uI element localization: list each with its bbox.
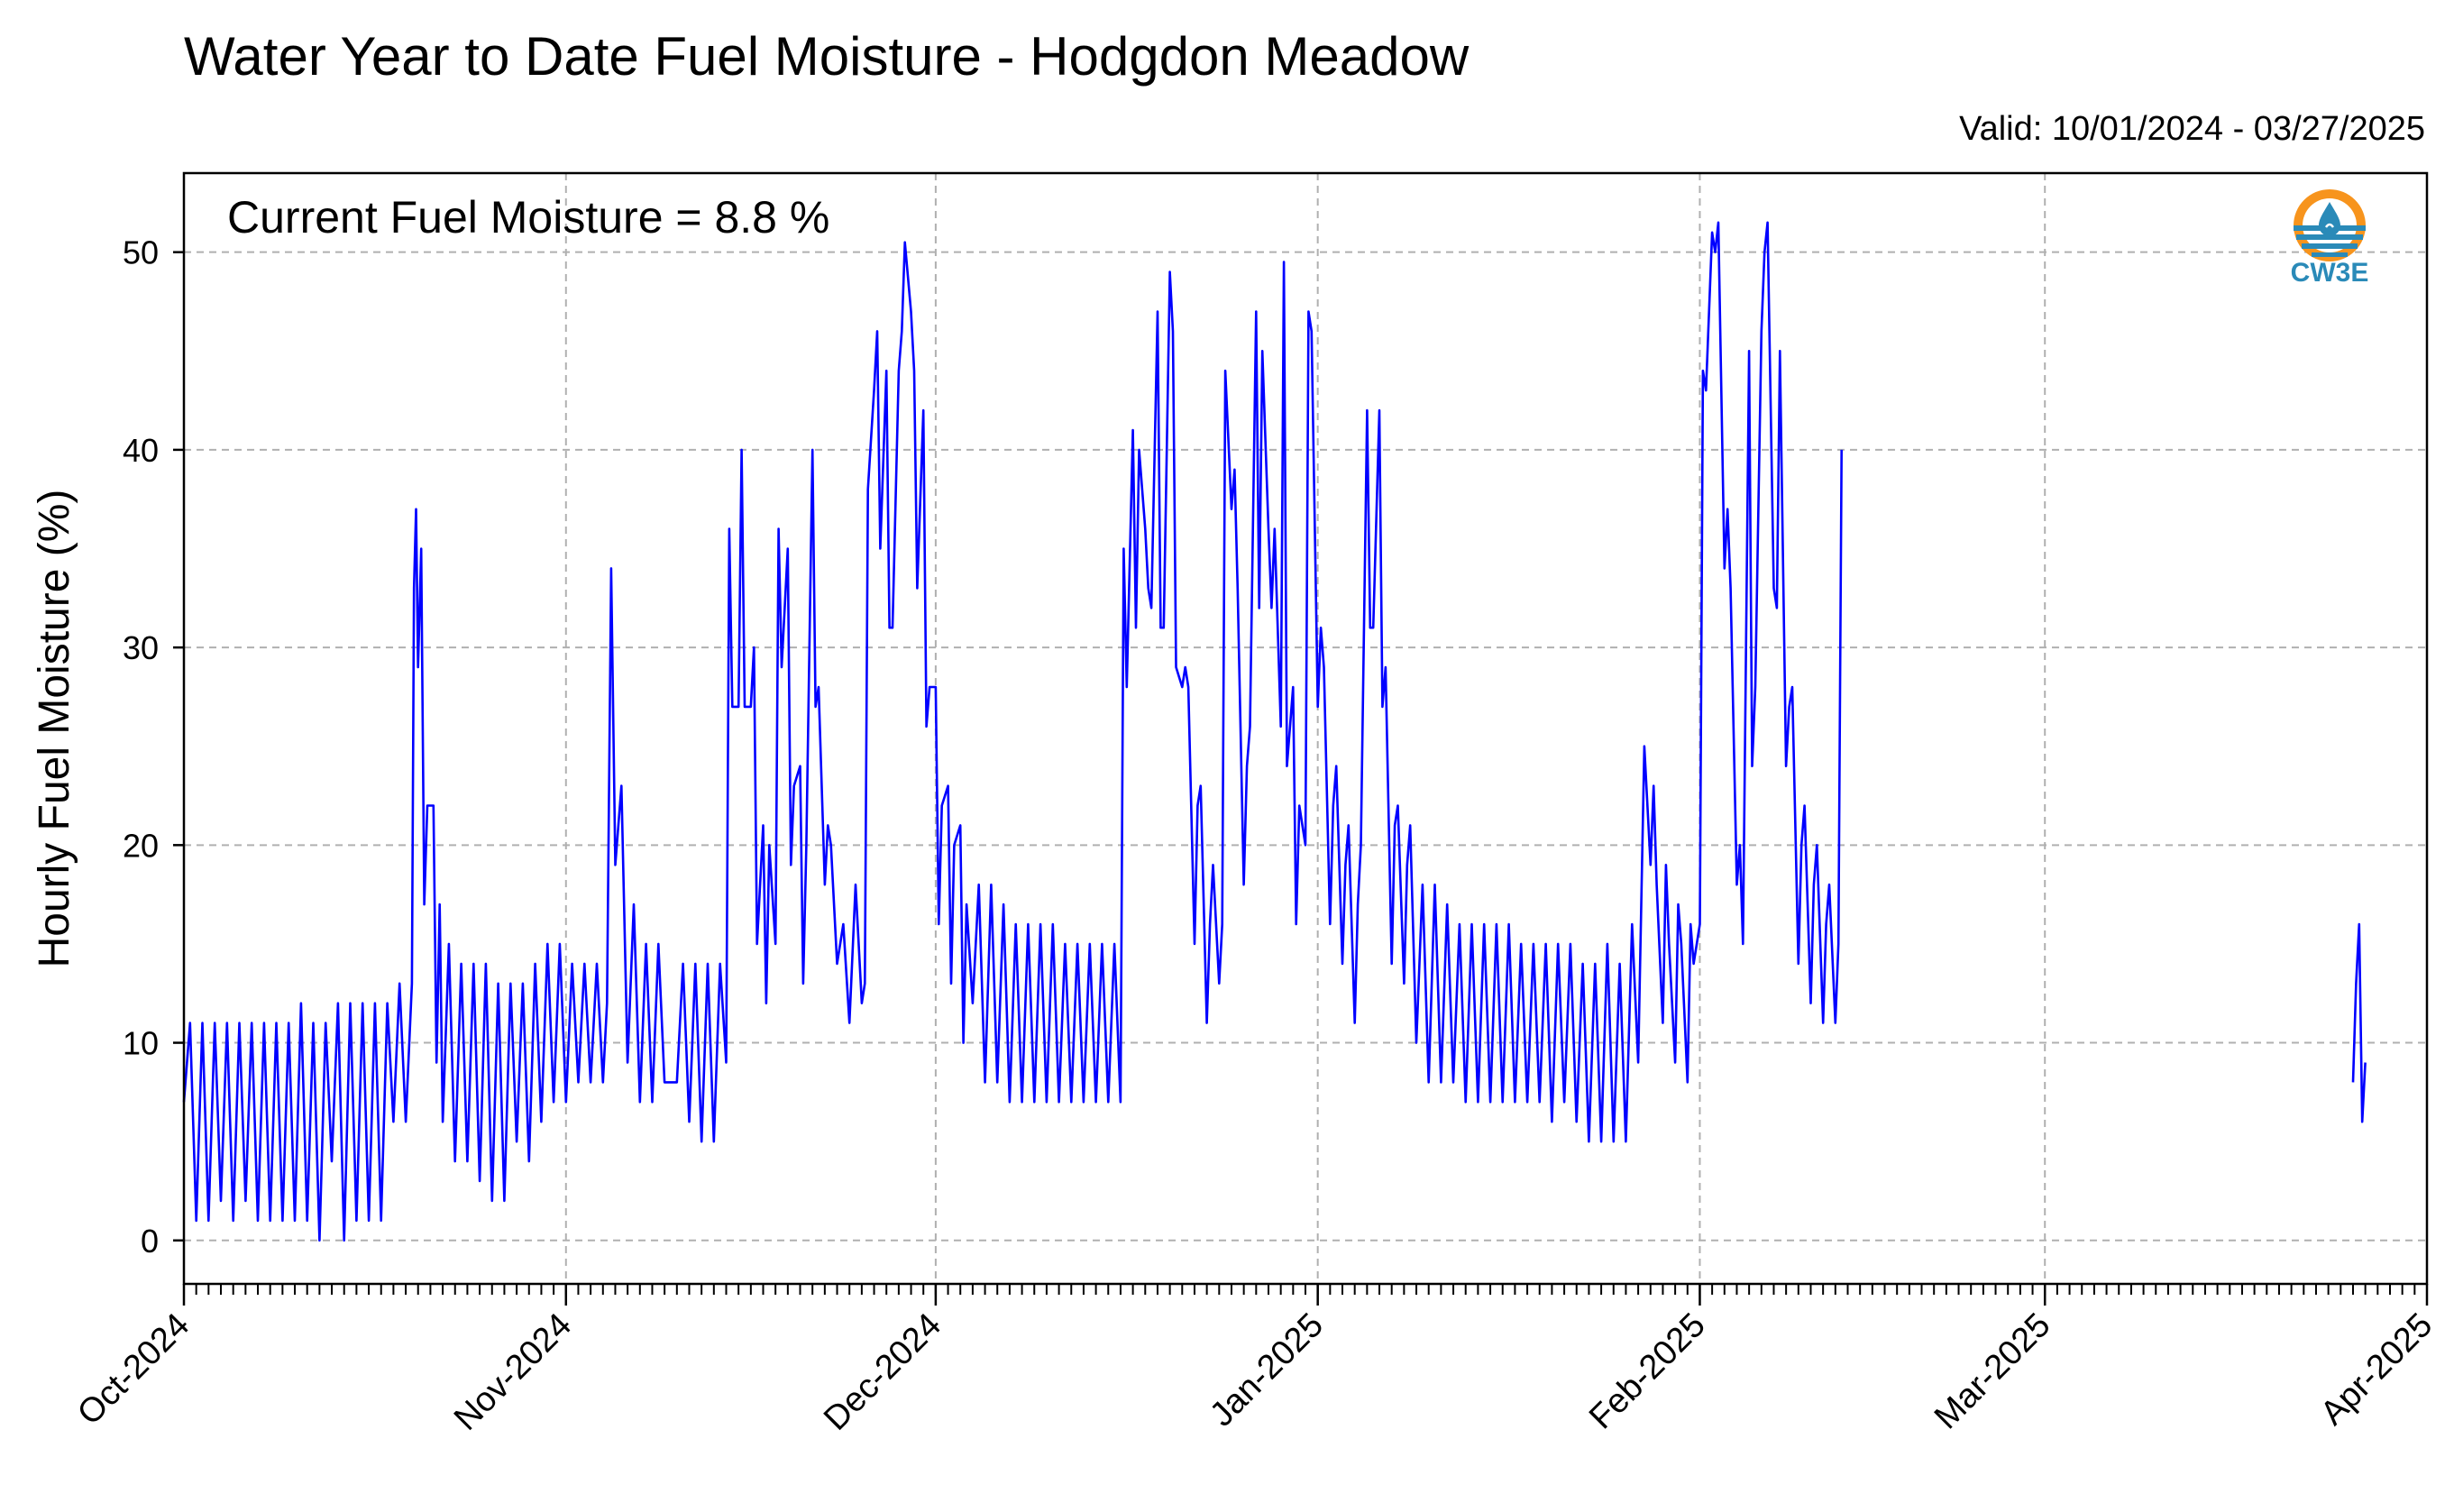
cw3e-logo-icon: CW3E	[2291, 189, 2369, 288]
x-tick-label: Dec-2024	[817, 1306, 948, 1438]
y-axis-label: Hourly Fuel Moisture (%)	[31, 490, 78, 968]
chart-title: Water Year to Date Fuel Moisture - Hodgd…	[184, 26, 1470, 87]
x-tick-label: Mar-2025	[1927, 1306, 2058, 1437]
x-tick-label: Jan-2025	[1203, 1306, 1331, 1434]
fuel-moisture-line	[182, 221, 2367, 1242]
x-tick-label: Apr-2025	[2313, 1306, 2440, 1433]
current-moisture-annotation: Current Fuel Moisture = 8.8 %	[227, 192, 829, 243]
y-tick-label: 0	[141, 1223, 159, 1260]
valid-date-range: Valid: 10/01/2024 - 03/27/2025	[1959, 110, 2425, 148]
y-tick-label: 50	[123, 234, 159, 271]
y-tick-label: 20	[123, 827, 159, 864]
cw3e-logo: CW3E	[2279, 186, 2380, 291]
x-tick-label: Oct-2024	[70, 1306, 197, 1433]
x-tick-label: Nov-2024	[447, 1306, 579, 1438]
y-tick-label: 10	[123, 1025, 159, 1062]
x-tick-label: Feb-2025	[1582, 1306, 1713, 1437]
y-tick-label: 40	[123, 432, 159, 469]
series-layer	[182, 221, 2367, 1242]
y-tick-label: 30	[123, 629, 159, 666]
cw3e-logo-text: CW3E	[2291, 258, 2369, 287]
